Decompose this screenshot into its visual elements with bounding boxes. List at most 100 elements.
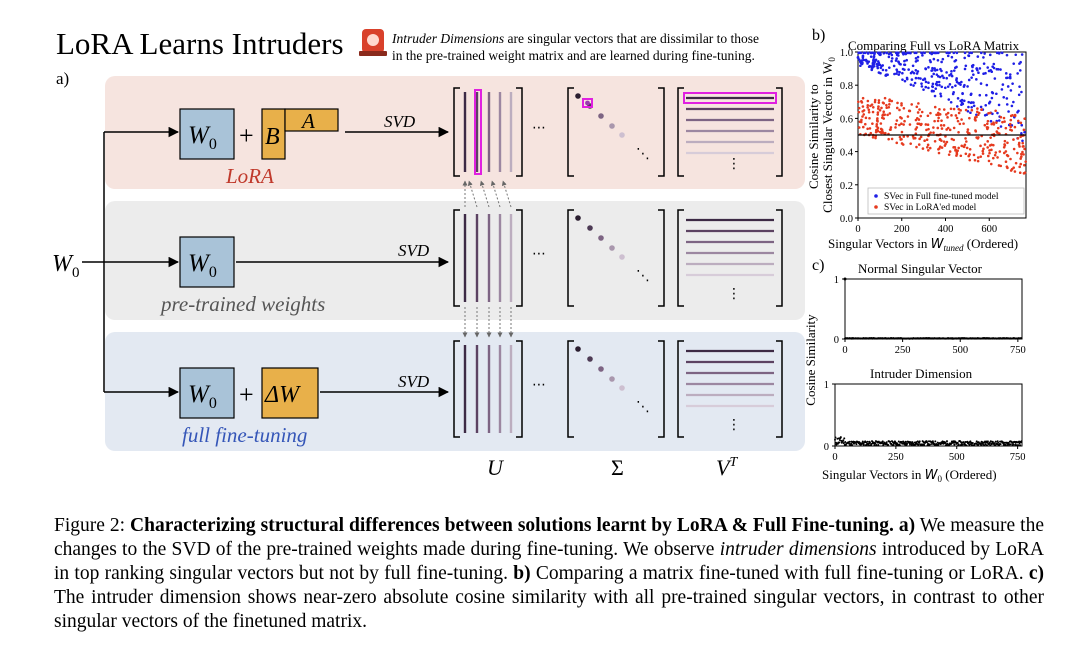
panel-b-point: [990, 122, 994, 126]
panel-b-point: [902, 63, 906, 66]
u-bracket-right: [516, 87, 523, 177]
panel-b-point: [987, 159, 991, 163]
panel-b-point: [872, 58, 875, 61]
panel-b-point: [888, 66, 891, 69]
panel-b-point: [1009, 125, 1013, 129]
sigma-diagonal-dot: [575, 215, 581, 221]
panel-b-legend-entry: SVec in Full fine-tuned model: [884, 191, 999, 202]
panel-b-point: [901, 143, 905, 146]
panel-b-point: [928, 51, 932, 55]
panel-b-point: [1009, 128, 1012, 132]
panel-b-point: [954, 149, 957, 152]
panel-b-point: [958, 122, 962, 126]
panel-b-point: [979, 82, 983, 85]
lora-correspondence-arrow: [490, 180, 501, 208]
panel-b-point: [920, 51, 923, 55]
panel-b-point: [869, 131, 873, 135]
panel-b-point: [1020, 132, 1023, 135]
panel-b-point: [1018, 165, 1021, 169]
panel-b-point: [988, 53, 992, 57]
plotC2-ytick-label: 1: [824, 380, 829, 391]
panel-b-point: [932, 72, 936, 76]
siren-icon: [359, 29, 387, 56]
panel-b-point: [939, 124, 943, 127]
plotC2-point: [852, 442, 855, 445]
panel-b-point: [861, 61, 864, 65]
plotC2-point: [897, 440, 900, 443]
plotC2-point: [875, 443, 878, 446]
panel-b-point: [943, 144, 947, 147]
panel-b-point: [1003, 120, 1006, 123]
panel-b-point: [859, 64, 862, 68]
panel-b-point: [1005, 103, 1009, 106]
sigma-diagonal-dot: [619, 385, 625, 391]
panel-b-point: [909, 142, 912, 145]
panel-b-point: [900, 122, 903, 126]
plotC1-xtick-label: 500: [952, 345, 968, 356]
panel-b-point: [890, 137, 894, 141]
panel-b-point: [967, 105, 970, 109]
panel-b-xlabel: Singular Vectors in Wtuned (Ordered): [828, 236, 1018, 253]
panel-b-point: [955, 51, 959, 55]
panel-b-point: [966, 130, 969, 134]
panel-b-point: [954, 114, 958, 117]
panel-b-point: [960, 103, 963, 107]
panel-b-point: [915, 145, 918, 149]
panel-b-point: [887, 55, 891, 59]
panel-b-point: [871, 122, 874, 125]
plotC2-point: [889, 440, 892, 443]
sigma-diagonal-dot: [598, 235, 604, 241]
panel-b-point: [923, 78, 927, 81]
panel-b-point: [990, 143, 993, 147]
svg-text:W0: W0: [188, 122, 217, 153]
panel-b-point: [963, 56, 967, 60]
panel-b-point: [955, 116, 959, 120]
panel-b-point: [959, 154, 963, 158]
panel-b-plot: 0.0 0.2 0.4 0.6 0.8 1.0 0 200 400 600 SVec in Full…: [840, 48, 1028, 235]
panel-b-point: [957, 130, 960, 134]
panel-b-point: [952, 51, 956, 55]
panel-b-point: [876, 107, 880, 110]
panel-b-point: [937, 80, 941, 84]
panel-b-point: [1020, 155, 1023, 158]
panel-c-bottom-title: Intruder Dimension: [870, 366, 973, 381]
panel-b-point: [915, 72, 919, 75]
plotC2-point: [866, 440, 869, 443]
panel-b-point: [1014, 161, 1018, 165]
panel-b-point: [932, 131, 935, 135]
panel-b-point: [920, 110, 924, 114]
panel-b-point: [982, 147, 985, 151]
panel-b-point: [1007, 110, 1010, 113]
panel-b-point: [957, 107, 961, 111]
panel-b-point: [860, 101, 864, 104]
panel-b-point: [970, 108, 974, 112]
panel-b-point: [901, 78, 904, 81]
panel-b-point: [914, 57, 918, 60]
panel-b-point: [952, 107, 956, 111]
panel-b-point: [915, 126, 919, 129]
panel-b-point: [882, 110, 886, 114]
panel-b-point: [903, 119, 906, 123]
panel-b-point: [989, 111, 992, 115]
panel-b-point: [991, 65, 994, 68]
panel-b-point: [866, 103, 870, 107]
panel-b-point: [875, 123, 879, 126]
panel-b-point: [960, 144, 964, 148]
panel-b-point: [936, 111, 940, 115]
panel-b-point: [906, 135, 909, 138]
panel-b-point: [945, 113, 948, 116]
panel-b-point: [961, 92, 964, 95]
panel-b-point: [930, 85, 934, 88]
svg-text:+: +: [239, 380, 254, 409]
panel-b-point: [860, 118, 863, 122]
panel-b-point: [955, 105, 959, 108]
panel-b-point: [930, 69, 933, 72]
panel-b-point: [880, 64, 883, 68]
panel-b-point: [860, 59, 864, 62]
panel-b-point: [910, 103, 914, 106]
panel-b-point: [1020, 53, 1024, 56]
header-desc-line1: Intruder Dimensions are singular vectors…: [391, 31, 759, 46]
plotC2-point: [1020, 440, 1023, 443]
panel-b-point: [916, 70, 920, 73]
panel-b-point: [950, 55, 954, 59]
